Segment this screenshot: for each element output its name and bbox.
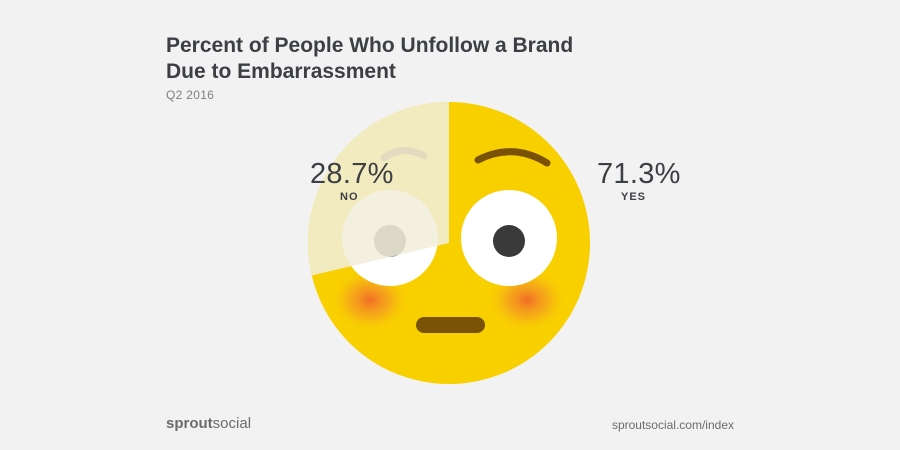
- logo-bold-text: sprout: [166, 415, 213, 432]
- yes-percent-label: 71.3%: [597, 158, 681, 190]
- chart-title-line-2: Due to Embarrassment: [166, 60, 396, 83]
- no-category-label: NO: [340, 191, 359, 203]
- right-eyebrow: [474, 148, 551, 167]
- source-url: sproutsocial.com/index: [611, 418, 734, 432]
- no-percent-label: 28.7%: [310, 158, 394, 190]
- pie-slice-no: [308, 102, 449, 286]
- yes-category-label: YES: [621, 191, 647, 203]
- chart-subtitle: Q2 2016: [166, 88, 215, 102]
- chart-title-line-1: Percent of People Who Unfollow a Brand: [166, 34, 574, 57]
- chart-title: Percent of People Who Unfollow a Brand D…: [166, 33, 686, 85]
- mouth: [416, 317, 485, 333]
- right-pupil: [493, 225, 525, 257]
- sprout-social-logo: sproutsocial: [166, 415, 251, 432]
- logo-light-text: social: [212, 415, 252, 432]
